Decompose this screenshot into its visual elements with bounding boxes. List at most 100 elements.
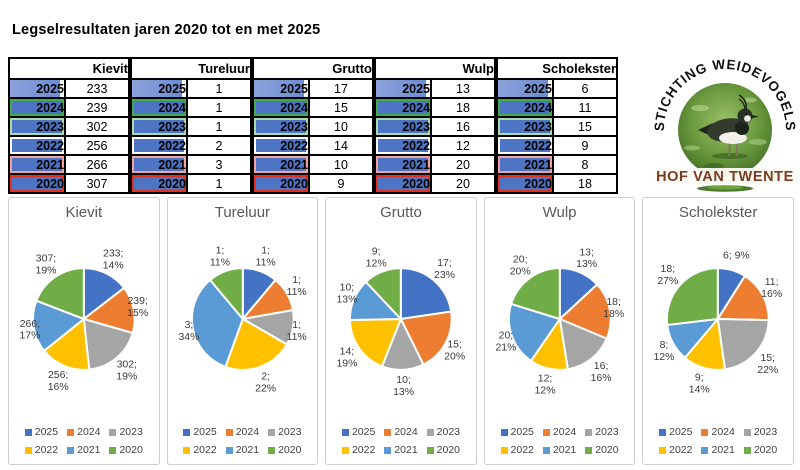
legend-label: 2021 xyxy=(394,444,418,456)
year-cell: 2024 xyxy=(252,97,310,118)
legend-item-2022: 2022 xyxy=(183,444,217,456)
legend-label: 2022 xyxy=(351,444,376,456)
slice-label: 8; 12% xyxy=(654,340,675,363)
legend-item-2020: 2020 xyxy=(743,444,778,456)
pie-slice-2020 xyxy=(365,267,402,320)
year-cell: 2021 xyxy=(496,154,554,175)
year-cell: 2025 xyxy=(130,78,188,99)
species-table-kievit: Kievit 2025 233 2024 239 2023 302 2022 256 2021 26… xyxy=(8,57,130,194)
legend-swatch xyxy=(268,428,276,436)
species-header: Wulp xyxy=(374,57,496,80)
legend-item-2023: 2023 xyxy=(426,426,460,438)
page-title: Legselresultaten jaren 2020 tot en met 2… xyxy=(12,22,321,38)
legend-row: 2025 2024 2023 xyxy=(643,426,793,438)
pie-chart: 17; 23% 15; 20% 10; 13% 14; 19% 10; 13% 9; 12% xyxy=(337,246,466,398)
legend-item-2023: 2023 xyxy=(585,426,619,438)
slice-label: 6; 9% xyxy=(723,250,750,261)
legend-label: 2022 xyxy=(510,444,534,456)
chart-title: Kievit xyxy=(65,204,103,221)
legend-swatch xyxy=(585,428,593,436)
legend-item-2023: 2023 xyxy=(743,426,777,438)
pie-slice-2023 xyxy=(717,317,771,371)
legend-item-2024: 2024 xyxy=(225,426,260,438)
value-cell: 256 xyxy=(64,135,130,156)
legend-item-2021: 2021 xyxy=(67,444,100,456)
legend-row: 2022 2021 2020 xyxy=(9,444,159,456)
legend-swatch xyxy=(585,446,593,454)
slice-label: 10; 13% xyxy=(393,375,414,398)
year-cell: 2020 xyxy=(252,173,310,194)
slice-label: 1; 11% xyxy=(286,275,306,298)
chart-legend: 2025 2024 2023 2022 2021 2020 xyxy=(485,426,635,456)
legend-label: 2021 xyxy=(235,444,260,456)
value-cell: 302 xyxy=(64,116,130,137)
legend-label: 2024 xyxy=(235,426,260,438)
year-cell: 2023 xyxy=(130,116,188,137)
chart-title: Grutto xyxy=(380,204,422,221)
value-cell: 16 xyxy=(430,116,496,137)
slice-label: 11; 16% xyxy=(762,277,783,300)
legend-label: 2022 xyxy=(34,444,59,456)
pie-chart: 1; 11% 1; 11% 1; 11% 2; 22% 3; 34% 1; 11% xyxy=(178,246,306,395)
year-cell: 2024 xyxy=(8,97,66,118)
value-cell: 10 xyxy=(308,154,374,175)
legend-item-2025: 2025 xyxy=(500,426,534,438)
legend-label: 2023 xyxy=(278,426,302,438)
value-cell: 8 xyxy=(552,154,618,175)
legend-label: 2024 xyxy=(394,426,418,438)
pie-slice-2020 xyxy=(510,267,561,320)
value-cell: 18 xyxy=(430,97,496,118)
slice-label: 17; 23% xyxy=(434,258,455,281)
species-header: Tureluur xyxy=(130,57,252,80)
value-cell: 3 xyxy=(186,154,252,175)
legend-swatch xyxy=(426,446,434,454)
pie-slice-2021 xyxy=(190,279,244,368)
year-cell: 2025 xyxy=(8,78,66,99)
value-cell: 239 xyxy=(64,97,130,118)
legend-label: 2020 xyxy=(753,444,778,456)
slice-label: 10; 13% xyxy=(337,283,358,306)
slice-label: 1; 11% xyxy=(286,320,306,343)
slice-label: 233; 14% xyxy=(103,249,124,272)
legend-item-2020: 2020 xyxy=(268,444,301,456)
legend-label: 2023 xyxy=(595,426,619,438)
legend-swatch xyxy=(24,428,32,436)
year-cell: 2024 xyxy=(130,97,188,118)
legend-item-2020: 2020 xyxy=(109,444,143,456)
legend-label: 2024 xyxy=(552,426,577,438)
legend-label: 2024 xyxy=(711,426,735,438)
year-cell: 2022 xyxy=(374,135,432,156)
species-table-wulp: Wulp 2025 13 2024 18 2023 16 2022 12 2021 20 2020 20 xyxy=(374,57,496,194)
chart-title: Wulp xyxy=(542,204,577,221)
legend-row: 2025 2024 2023 xyxy=(168,426,318,438)
logo-image: STICHTING WEIDEVOGELS HOF VAN TWENTE xyxy=(652,57,797,192)
legend-row: 2022 2021 2020 xyxy=(643,444,793,456)
value-cell: 20 xyxy=(430,154,496,175)
legend-label: 2025 xyxy=(193,426,217,438)
legend-swatch xyxy=(183,428,191,436)
legend-swatch xyxy=(743,428,751,436)
year-cell: 2021 xyxy=(374,154,432,175)
value-cell: 9 xyxy=(552,135,618,156)
chart-legend: 2025 2024 2023 2022 2021 2020 xyxy=(168,426,318,456)
value-cell: 1 xyxy=(186,116,252,137)
value-cell: 15 xyxy=(552,116,618,137)
legend-label: 2025 xyxy=(669,426,693,438)
year-cell: 2020 xyxy=(130,173,188,194)
pie-slice-2020 xyxy=(35,267,85,320)
chart-legend: 2025 2024 2023 2022 2021 2020 xyxy=(643,426,793,456)
value-cell: 6 xyxy=(552,78,618,99)
legend-item-2024: 2024 xyxy=(701,426,735,438)
results-table: Kievit 2025 233 2024 239 2023 302 2022 256 2021 26… xyxy=(8,57,618,194)
legend-swatch xyxy=(659,428,667,436)
legend-item-2021: 2021 xyxy=(701,444,735,456)
legend-swatch xyxy=(500,446,508,454)
legend-swatch xyxy=(542,446,550,454)
slice-label: 239; 15% xyxy=(127,296,148,319)
year-cell: 2021 xyxy=(130,154,188,175)
legend-item-2024: 2024 xyxy=(542,426,577,438)
legend-row: 2022 2021 2020 xyxy=(326,444,476,456)
slice-label: 3; 34% xyxy=(178,320,199,343)
legend-item-2021: 2021 xyxy=(542,444,576,456)
year-cell: 2020 xyxy=(8,173,66,194)
